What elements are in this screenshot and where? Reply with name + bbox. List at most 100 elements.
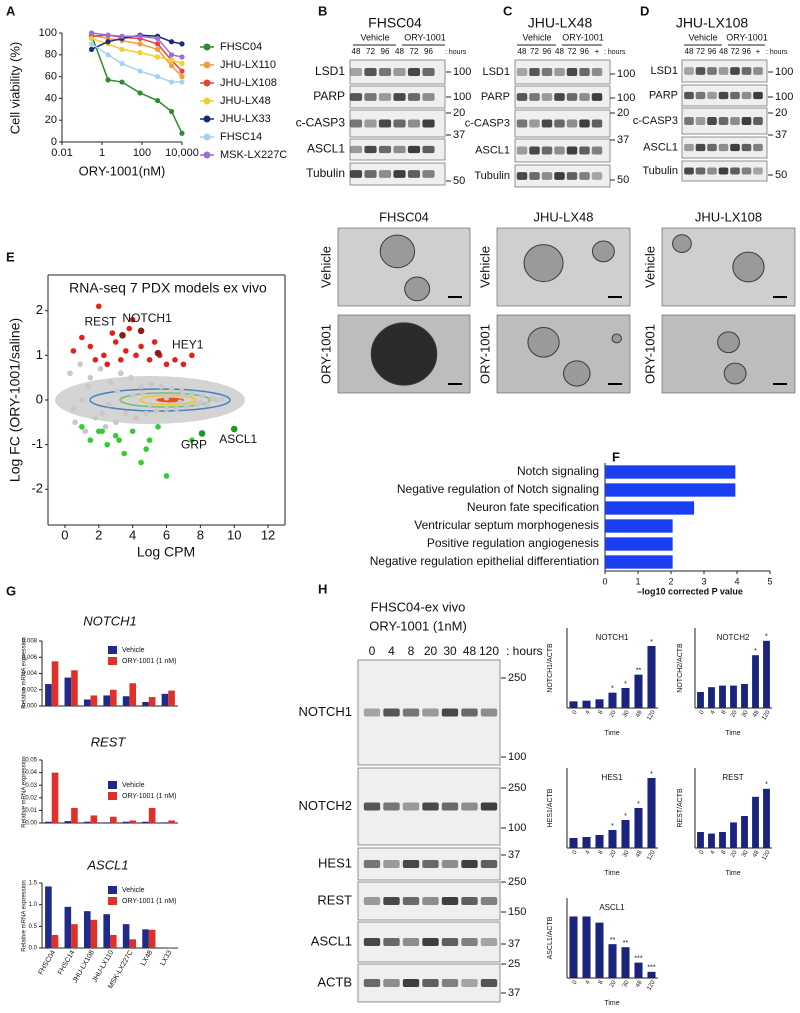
chart-title: HES1	[602, 773, 623, 782]
x-tick-label: 20	[730, 709, 739, 718]
data-point	[129, 428, 136, 435]
bar	[122, 924, 130, 948]
data-point	[114, 388, 121, 394]
legend-label: MSK-LX227C	[220, 149, 287, 161]
x-tick-label: 120	[761, 709, 772, 721]
blot-subtitle: ORY-1001 (1nM)	[369, 618, 467, 633]
bar	[110, 689, 117, 706]
band	[591, 93, 603, 101]
band	[378, 145, 392, 154]
band	[393, 119, 406, 128]
x-tick-label: 4	[129, 527, 136, 542]
data-point	[153, 408, 160, 414]
data-point	[117, 357, 124, 363]
lane-label: 48	[352, 47, 361, 56]
bar	[90, 695, 98, 706]
row-label: Vehicle	[318, 246, 333, 288]
band	[554, 93, 565, 101]
legend-label: Vehicle	[122, 887, 145, 894]
bar	[605, 555, 673, 569]
data-point	[129, 392, 136, 399]
data-point	[179, 54, 185, 60]
bar	[730, 822, 737, 848]
spheroid	[379, 234, 416, 269]
spheroid	[370, 322, 438, 386]
y-tick-label: 80	[45, 49, 57, 61]
row-label: Vehicle	[477, 246, 492, 288]
band	[383, 860, 400, 868]
row-label: LSD1	[315, 64, 345, 78]
data-point	[107, 379, 114, 385]
panel-label: F	[612, 449, 620, 464]
data-point	[106, 401, 112, 408]
lane-label: 48	[685, 47, 694, 56]
lane-label: 96	[742, 47, 751, 56]
band	[422, 979, 439, 987]
band	[529, 146, 540, 155]
bar	[621, 947, 630, 978]
annotation: NOTCH1	[122, 311, 172, 325]
band	[349, 170, 363, 178]
band	[684, 67, 694, 75]
band	[541, 119, 553, 128]
y-tick-label: 1.5	[29, 881, 38, 887]
data-point	[137, 33, 143, 39]
band	[383, 897, 400, 905]
band	[516, 93, 528, 101]
band	[730, 67, 740, 75]
category-label: Negative regulation of Notch signaling	[397, 482, 599, 496]
data-point	[104, 361, 111, 368]
marker-label: 25	[508, 958, 520, 970]
chart-title: ASCL1	[86, 857, 128, 872]
band	[591, 172, 603, 180]
band	[441, 802, 459, 811]
bar	[605, 465, 736, 479]
bar	[103, 695, 110, 706]
band	[718, 143, 729, 152]
band	[363, 897, 381, 905]
bar	[608, 692, 617, 708]
spheroid	[732, 251, 765, 283]
bar	[582, 700, 591, 708]
band	[349, 119, 363, 128]
data-point	[102, 423, 109, 430]
band	[730, 117, 740, 125]
blot-strip	[514, 138, 611, 163]
bar	[83, 911, 91, 948]
lane-label: 48	[395, 47, 404, 56]
band	[422, 119, 435, 128]
x-tick-label: 4	[734, 576, 739, 586]
data-point	[163, 361, 170, 368]
marker-label: 100	[775, 91, 793, 103]
data-point	[119, 60, 125, 67]
data-point	[77, 361, 83, 368]
legend-label: JHU-LX110	[220, 59, 276, 71]
band	[741, 167, 752, 175]
bar	[569, 701, 578, 708]
band	[422, 93, 435, 101]
band	[753, 91, 763, 100]
data-point	[88, 41, 95, 47]
data-point	[104, 441, 111, 448]
band	[349, 68, 363, 76]
data-point	[105, 77, 111, 83]
legend-label: Vehicle	[122, 647, 145, 654]
data-point	[197, 399, 204, 406]
band	[363, 938, 381, 946]
x-tick-label: 48	[635, 709, 644, 718]
marker-label: 37	[508, 938, 520, 950]
chart-title: NOTCH1	[83, 613, 136, 628]
row-label: ORY-1001	[477, 324, 492, 384]
data-point	[119, 46, 125, 52]
panel-label: D	[640, 3, 649, 18]
band	[402, 979, 420, 987]
data-point	[189, 352, 195, 359]
lane-label: 72	[410, 47, 419, 56]
significance: *	[611, 686, 614, 693]
blot-strip	[681, 136, 768, 159]
bar	[142, 929, 149, 948]
marker-label: 20	[775, 107, 787, 119]
band	[516, 172, 528, 180]
band	[566, 119, 578, 128]
marker-label: 100	[453, 66, 471, 78]
